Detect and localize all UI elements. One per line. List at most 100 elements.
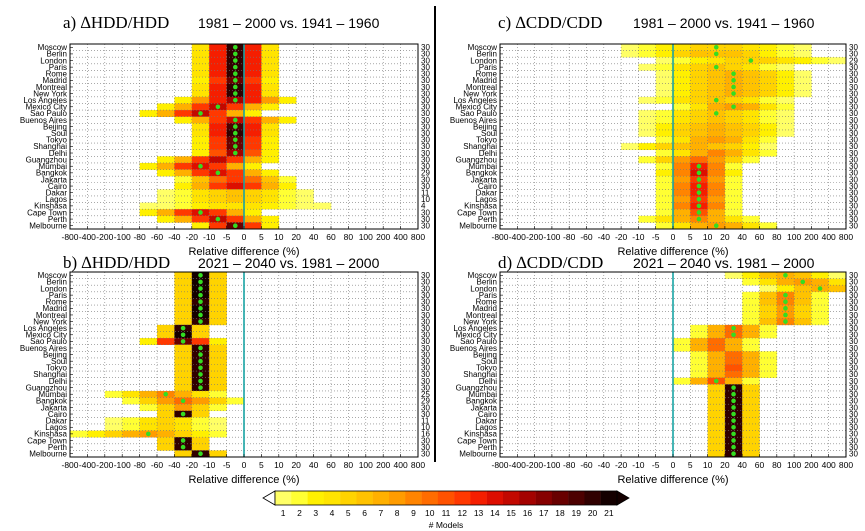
heatmap-cell <box>673 189 691 197</box>
model-count-label: 30 <box>421 284 430 293</box>
city-label: Cairo <box>478 410 498 419</box>
heatmap-cell <box>278 195 297 203</box>
panel-title: b) ∆HDD/HDD <box>63 253 170 272</box>
model-count-label: 30 <box>849 383 858 392</box>
heatmap-cell <box>122 390 140 398</box>
median-dot <box>731 444 736 450</box>
heatmap-cell <box>759 103 778 111</box>
colorbar-max-arrow <box>616 490 630 506</box>
heatmap-cell <box>209 311 227 319</box>
heatmap-cell <box>707 417 726 425</box>
heatmap-cell <box>794 305 812 312</box>
heatmap-cell <box>209 143 227 151</box>
city-label: Los Angeles <box>23 324 67 333</box>
heatmap-cell <box>759 222 778 230</box>
model-count-label: 30 <box>849 403 858 412</box>
heatmap-cell <box>261 136 280 144</box>
city-label: Beijing <box>43 122 67 131</box>
heatmap-cell <box>742 404 760 412</box>
model-count-label: 29 <box>849 56 858 65</box>
heatmap-cell <box>707 437 726 445</box>
x-tick-label: -100 <box>543 460 560 470</box>
city-label: Montreal <box>466 83 497 92</box>
city-label: Paris <box>49 291 67 300</box>
heatmap-cell <box>191 143 210 151</box>
heatmap-cell <box>759 77 778 84</box>
city-label: Berlin <box>47 278 67 287</box>
heatmap-cell <box>776 278 795 286</box>
heatmap-cell <box>673 110 691 117</box>
x-tick-label: 800 <box>411 232 425 242</box>
colorbar-tick-label: 12 <box>458 508 468 518</box>
heatmap-cell <box>191 70 210 78</box>
heatmap-cell <box>174 215 193 223</box>
colorbar-swatch <box>454 491 471 505</box>
heatmap-cell <box>209 90 227 98</box>
colorbar-swatch <box>323 491 341 505</box>
heatmap-cell <box>673 129 691 137</box>
heatmap-cell <box>759 357 778 365</box>
heatmap-cell <box>174 305 193 312</box>
heatmap-cell <box>278 116 297 124</box>
heatmap-cell <box>724 202 743 210</box>
median-dot <box>783 292 788 298</box>
heatmap-cell <box>174 384 193 392</box>
colorbar-swatch <box>600 491 618 505</box>
heatmap-cell <box>278 176 297 184</box>
city-label: Soul <box>481 357 497 366</box>
heatmap-cell <box>724 364 743 372</box>
heatmap-cell <box>244 103 262 111</box>
heatmap-cell <box>794 318 812 326</box>
heatmap-cell <box>690 324 708 332</box>
heatmap-cell <box>776 116 795 124</box>
heatmap-cell <box>261 44 280 51</box>
heatmap-cell <box>655 156 674 164</box>
median-dot <box>198 279 203 285</box>
x-tick-label: -20 <box>186 460 199 470</box>
city-label: Soul <box>51 129 67 138</box>
model-count-label: 30 <box>849 390 858 399</box>
heatmap-cell <box>707 156 726 164</box>
heatmap-cell <box>690 143 708 151</box>
model-count-label: 30 <box>421 129 430 138</box>
heatmap-cell <box>174 364 193 372</box>
heatmap-cell <box>70 430 88 438</box>
model-count-label: 30 <box>849 195 858 204</box>
city-label: Rome <box>476 70 498 79</box>
city-label: Shanghai <box>463 370 497 379</box>
heatmap-cell <box>157 195 175 203</box>
model-count-label: 30 <box>421 370 430 379</box>
heatmap-cell <box>139 162 158 170</box>
median-dot <box>731 91 736 96</box>
heatmap-cell <box>244 202 262 210</box>
heatmap-cell <box>655 202 674 210</box>
city-label: Beijing <box>473 122 497 131</box>
model-count-label: 30 <box>421 175 430 184</box>
median-dot <box>731 424 736 430</box>
heatmap-cell <box>655 149 674 157</box>
heatmap-cell <box>157 324 175 332</box>
panel-d: d) ∆CDD/CDD 2021 – 2040 vs. 1981 – 2000 Mo… <box>450 253 859 486</box>
x-tick-label: -60 <box>151 232 164 242</box>
heatmap-cell <box>191 397 210 405</box>
colorbar-tick-label: 19 <box>572 508 582 518</box>
colorbar-swatch <box>584 491 601 505</box>
heatmap-cell <box>209 123 227 131</box>
heatmap-cell <box>261 129 280 137</box>
heatmap-cell <box>811 272 829 279</box>
heatmap-cell <box>724 209 743 217</box>
model-count-label: 30 <box>421 222 430 231</box>
model-count-label: 30 <box>849 350 858 359</box>
heatmap-cell <box>759 149 778 157</box>
heatmap-cell <box>724 371 743 379</box>
median-dot <box>731 418 736 423</box>
heatmap-cell <box>174 371 193 379</box>
model-count-label: 30 <box>849 222 858 231</box>
heatmap-cell <box>655 116 674 124</box>
model-count-label: 30 <box>421 331 430 340</box>
heatmap-cell <box>707 195 726 203</box>
heatmap-cell <box>209 450 227 458</box>
heatmap-cell <box>157 410 175 418</box>
heatmap-cell <box>261 96 280 104</box>
heatmap-cell <box>191 215 210 223</box>
